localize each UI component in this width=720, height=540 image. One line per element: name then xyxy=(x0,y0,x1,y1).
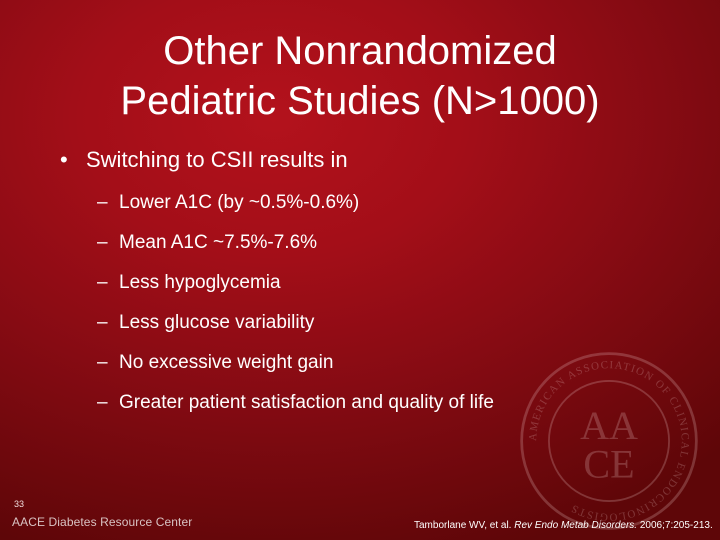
citation-journal: Rev Endo Metab Disorders. xyxy=(514,520,638,531)
dash-icon: – xyxy=(97,392,108,413)
sub-bullet: – Less glucose variability xyxy=(97,310,494,350)
citation-authors: Tamborlane WV, et al. xyxy=(414,520,512,531)
main-bullet: • Switching to CSII results in xyxy=(60,146,348,174)
sub-bullet: – Greater patient satisfaction and qualit… xyxy=(97,390,494,430)
sub-bullet-text: Lower A1C (by ~0.5%-0.6%) xyxy=(119,192,360,213)
sub-bullet-text: Less hypoglycemia xyxy=(119,272,281,293)
sub-bullet-text: No excessive weight gain xyxy=(119,352,334,373)
dash-icon: – xyxy=(97,232,108,253)
bullet-icon: • xyxy=(60,147,68,172)
slide-number: 33 xyxy=(14,499,25,509)
citation-details: 2006;7:205-213. xyxy=(639,520,713,531)
dash-icon: – xyxy=(97,192,108,213)
title-line-1: Other Nonrandomized xyxy=(163,29,557,73)
sub-bullet-text: Less glucose variability xyxy=(119,312,315,333)
citation: Tamborlane WV, et al. Rev Endo Metab Dis… xyxy=(414,520,713,531)
sub-bullet-text: Greater patient satisfaction and quality… xyxy=(119,392,494,413)
sub-bullet: – No excessive weight gain xyxy=(97,350,494,390)
sub-bullet: – Lower A1C (by ~0.5%-0.6%) xyxy=(97,190,494,230)
dash-icon: – xyxy=(97,272,108,293)
sub-bullet: – Mean A1C ~7.5%-7.6% xyxy=(97,230,494,270)
sub-bullet-list: – Lower A1C (by ~0.5%-0.6%) – Mean A1C ~7.… xyxy=(97,190,494,430)
dash-icon: – xyxy=(97,352,108,373)
seal-monogram-bottom: CE xyxy=(583,441,634,486)
slide-title: Other Nonrandomized Pediatric Studies (N… xyxy=(40,26,680,126)
brand-footer: AACE Diabetes Resource Center xyxy=(12,515,193,529)
seal-monogram-top: AA xyxy=(580,403,638,448)
title-line-2: Pediatric Studies (N>1000) xyxy=(120,79,600,123)
main-bullet-text: Switching to CSII results in xyxy=(86,147,348,172)
aace-seal-watermark: AMERICAN ASSOCIATION OF CLINICAL ENDOCRI… xyxy=(520,352,698,530)
sub-bullet: – Less hypoglycemia xyxy=(97,270,494,310)
dash-icon: – xyxy=(97,312,108,333)
sub-bullet-text: Mean A1C ~7.5%-7.6% xyxy=(119,232,318,253)
